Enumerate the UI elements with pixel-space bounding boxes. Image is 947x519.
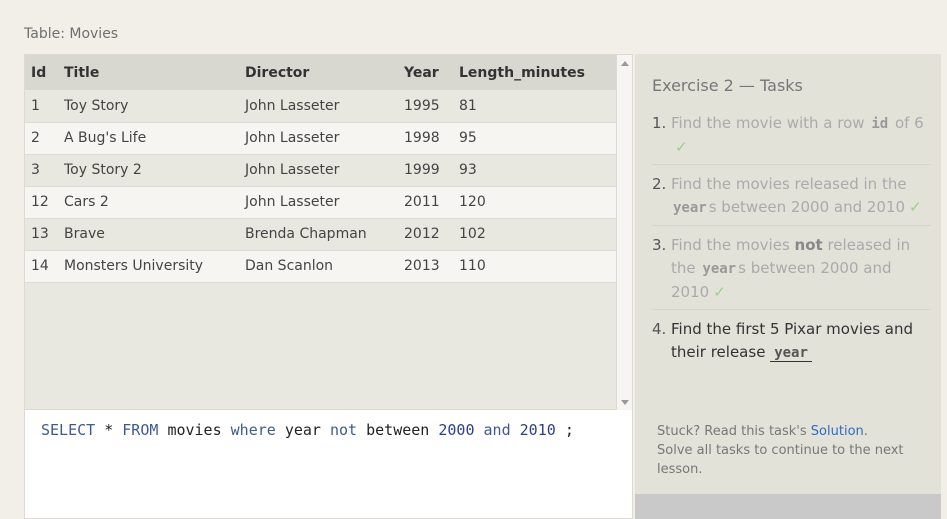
table-row: 1 Toy Story John Lasseter 1995 81 — [25, 90, 618, 122]
task-code: year — [673, 200, 707, 216]
cell-year: 1995 — [404, 97, 440, 114]
task-code: year — [702, 261, 737, 277]
query-star: * — [104, 421, 114, 439]
task-emphasis: not — [794, 236, 823, 254]
results-panel: Id Title Director Year Length_minutes 1 … — [24, 54, 633, 411]
cell-year: 2012 — [404, 226, 440, 242]
tasks-footer-bar — [635, 494, 941, 519]
cell-year: 2013 — [404, 258, 440, 274]
column-header-length: Length_minutes — [459, 64, 585, 81]
keyword-between: between — [366, 421, 430, 439]
keyword-not: not — [330, 421, 358, 439]
task-item-4: 4. Find the first 5 Pixar movies and the… — [652, 315, 931, 370]
task-text: Find the movies released in the year s be… — [671, 173, 931, 220]
task-code: year — [770, 345, 812, 362]
cell-length: 102 — [459, 226, 486, 242]
cell-title: Monsters University — [64, 258, 204, 274]
tasks-title: Exercise 2 — Tasks — [652, 76, 803, 95]
cell-length: 95 — [459, 130, 477, 146]
task-list: 1. Find the movie with a row id of 6 ✓ 2.… — [652, 109, 931, 370]
query-table: movies — [167, 421, 222, 439]
tasks-panel: Exercise 2 — Tasks 1. Find the movie wit… — [635, 54, 941, 494]
task-number: 1. — [652, 114, 667, 132]
cell-director: Brenda Chapman — [245, 226, 367, 242]
cell-director: John Lasseter — [245, 130, 340, 146]
keyword-select: SELECT — [41, 421, 96, 439]
checkmark-icon: ✓ — [713, 283, 726, 301]
cell-length: 81 — [459, 97, 477, 114]
task-text: Find the movies not released in the year… — [671, 234, 931, 304]
task-text-part: Find the movies released in the — [671, 175, 907, 193]
query-terminator: ; — [564, 421, 574, 439]
table-row: 14 Monsters University Dan Scanlon 2013 … — [25, 250, 618, 282]
task-text-part: Find the movies — [671, 236, 795, 254]
help-text: Stuck? Read this task's Solution. Solve … — [657, 422, 927, 479]
table-header-row: Id Title Director Year Length_minutes — [25, 55, 618, 90]
task-text: Find the movie with a row id of 6 ✓ — [671, 112, 931, 159]
table-row: 2 A Bug's Life John Lasseter 1998 95 — [25, 122, 618, 154]
table-row: 3 Toy Story 2 John Lasseter 1999 93 — [25, 154, 618, 186]
cell-id: 12 — [31, 194, 49, 210]
task-text-part: Find the first 5 Pixar movies and their … — [671, 320, 914, 361]
cell-director: Dan Scanlon — [245, 258, 334, 274]
task-number: 4. — [652, 320, 667, 338]
keyword-where: where — [230, 421, 276, 439]
task-text-part: Find the movie with a row — [671, 114, 870, 132]
table-row: 12 Cars 2 John Lasseter 2011 120 — [25, 186, 618, 218]
cell-id: 13 — [31, 226, 49, 242]
query-high-value: 2010 — [519, 421, 556, 439]
keyword-and: and — [483, 421, 511, 439]
cell-length: 93 — [459, 162, 477, 178]
sql-editor[interactable]: SELECT * FROM movies where year not betw… — [24, 410, 633, 519]
cell-year: 1999 — [404, 162, 440, 178]
column-header-year: Year — [404, 64, 439, 81]
keyword-from: FROM — [122, 421, 159, 439]
scroll-up-arrow-icon[interactable] — [621, 61, 629, 66]
cell-id: 14 — [31, 258, 49, 274]
cell-id: 3 — [31, 162, 40, 178]
task-item-1: 1. Find the movie with a row id of 6 ✓ — [652, 109, 931, 165]
cell-director: John Lasseter — [245, 162, 340, 178]
task-text-part: s between 2000 and 2010 — [708, 198, 906, 216]
column-header-id: Id — [31, 64, 47, 81]
cell-year: 1998 — [404, 130, 440, 146]
table-row: 13 Brave Brenda Chapman 2012 102 — [25, 218, 618, 250]
task-text-part: s between 2000 and 2010 — [671, 259, 892, 301]
scroll-down-arrow-icon[interactable] — [621, 400, 629, 405]
help-suffix: . — [863, 424, 868, 439]
cell-title: A Bug's Life — [64, 130, 147, 146]
query-column: year — [284, 421, 321, 439]
results-table-wrap: Id Title Director Year Length_minutes 1 … — [25, 55, 618, 411]
cell-length: 110 — [459, 258, 486, 274]
checkmark-icon: ✓ — [675, 138, 688, 156]
cell-title: Brave — [64, 226, 105, 242]
cell-title: Cars 2 — [64, 194, 109, 210]
task-code: id — [871, 116, 889, 132]
task-text: Find the first 5 Pixar movies and their … — [671, 318, 931, 365]
cell-length: 120 — [459, 194, 486, 210]
cell-year: 2011 — [404, 194, 440, 210]
cell-id: 1 — [31, 97, 40, 114]
cell-title: Toy Story — [64, 97, 129, 114]
task-text-part: of 6 — [890, 114, 924, 132]
cell-title: Toy Story 2 — [64, 162, 142, 178]
results-scrollbar[interactable] — [616, 55, 632, 411]
task-number: 3. — [652, 236, 667, 254]
task-number: 2. — [652, 175, 667, 193]
cell-director: John Lasseter — [245, 97, 340, 114]
cell-director: John Lasseter — [245, 194, 340, 210]
column-header-director: Director — [245, 64, 310, 81]
query-low-value: 2000 — [438, 421, 475, 439]
help-prefix: Stuck? Read this task's — [657, 424, 811, 439]
help-line-2: Solve all tasks to continue to the next … — [657, 443, 904, 477]
solution-link[interactable]: Solution — [810, 424, 864, 439]
checkmark-icon: ✓ — [909, 198, 922, 216]
results-table: Id Title Director Year Length_minutes 1 … — [25, 55, 618, 283]
cell-id: 2 — [31, 130, 40, 146]
table-caption: Table: Movies — [24, 26, 119, 42]
task-item-3: 3. Find the movies not released in the y… — [652, 231, 931, 310]
column-header-title: Title — [64, 64, 100, 81]
task-item-2: 2. Find the movies released in the year s… — [652, 170, 931, 226]
task-text-part: released in the — [671, 236, 911, 277]
